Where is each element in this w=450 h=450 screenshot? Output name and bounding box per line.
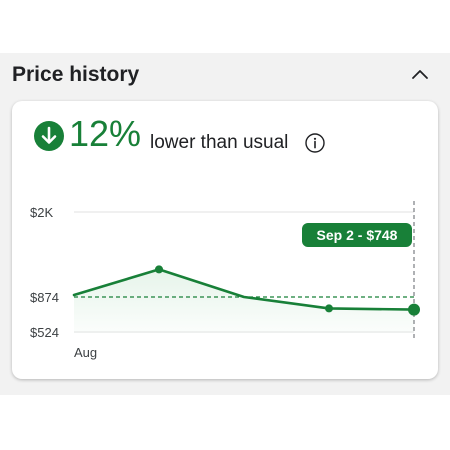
price-area [74,269,414,333]
data-point [408,303,420,316]
price-tooltip: Sep 2 - $748 [302,223,412,247]
info-icon[interactable] [304,132,326,154]
price-history-panel: Price history 12% lower than usual Sep 2… [0,53,450,395]
price-chart[interactable]: $2K $874 $524 Aug [12,101,438,379]
x-tick-label: Aug [74,345,97,360]
section-header: Price history [12,61,438,91]
data-point [325,304,333,313]
y-tick-label: $874 [30,290,59,305]
data-point [155,265,163,274]
chevron-up-icon[interactable] [408,63,432,87]
section-title: Price history [12,63,140,86]
y-tick-label: $2K [30,205,53,220]
price-line [72,268,416,311]
y-tick-label: $524 [30,325,59,340]
price-history-card: 12% lower than usual Sep 2 - $748 $2K $87… [12,101,438,379]
percent-label: lower than usual [150,132,289,153]
arrow-down-circle-icon [34,121,64,151]
percent-difference: 12% [69,113,142,154]
